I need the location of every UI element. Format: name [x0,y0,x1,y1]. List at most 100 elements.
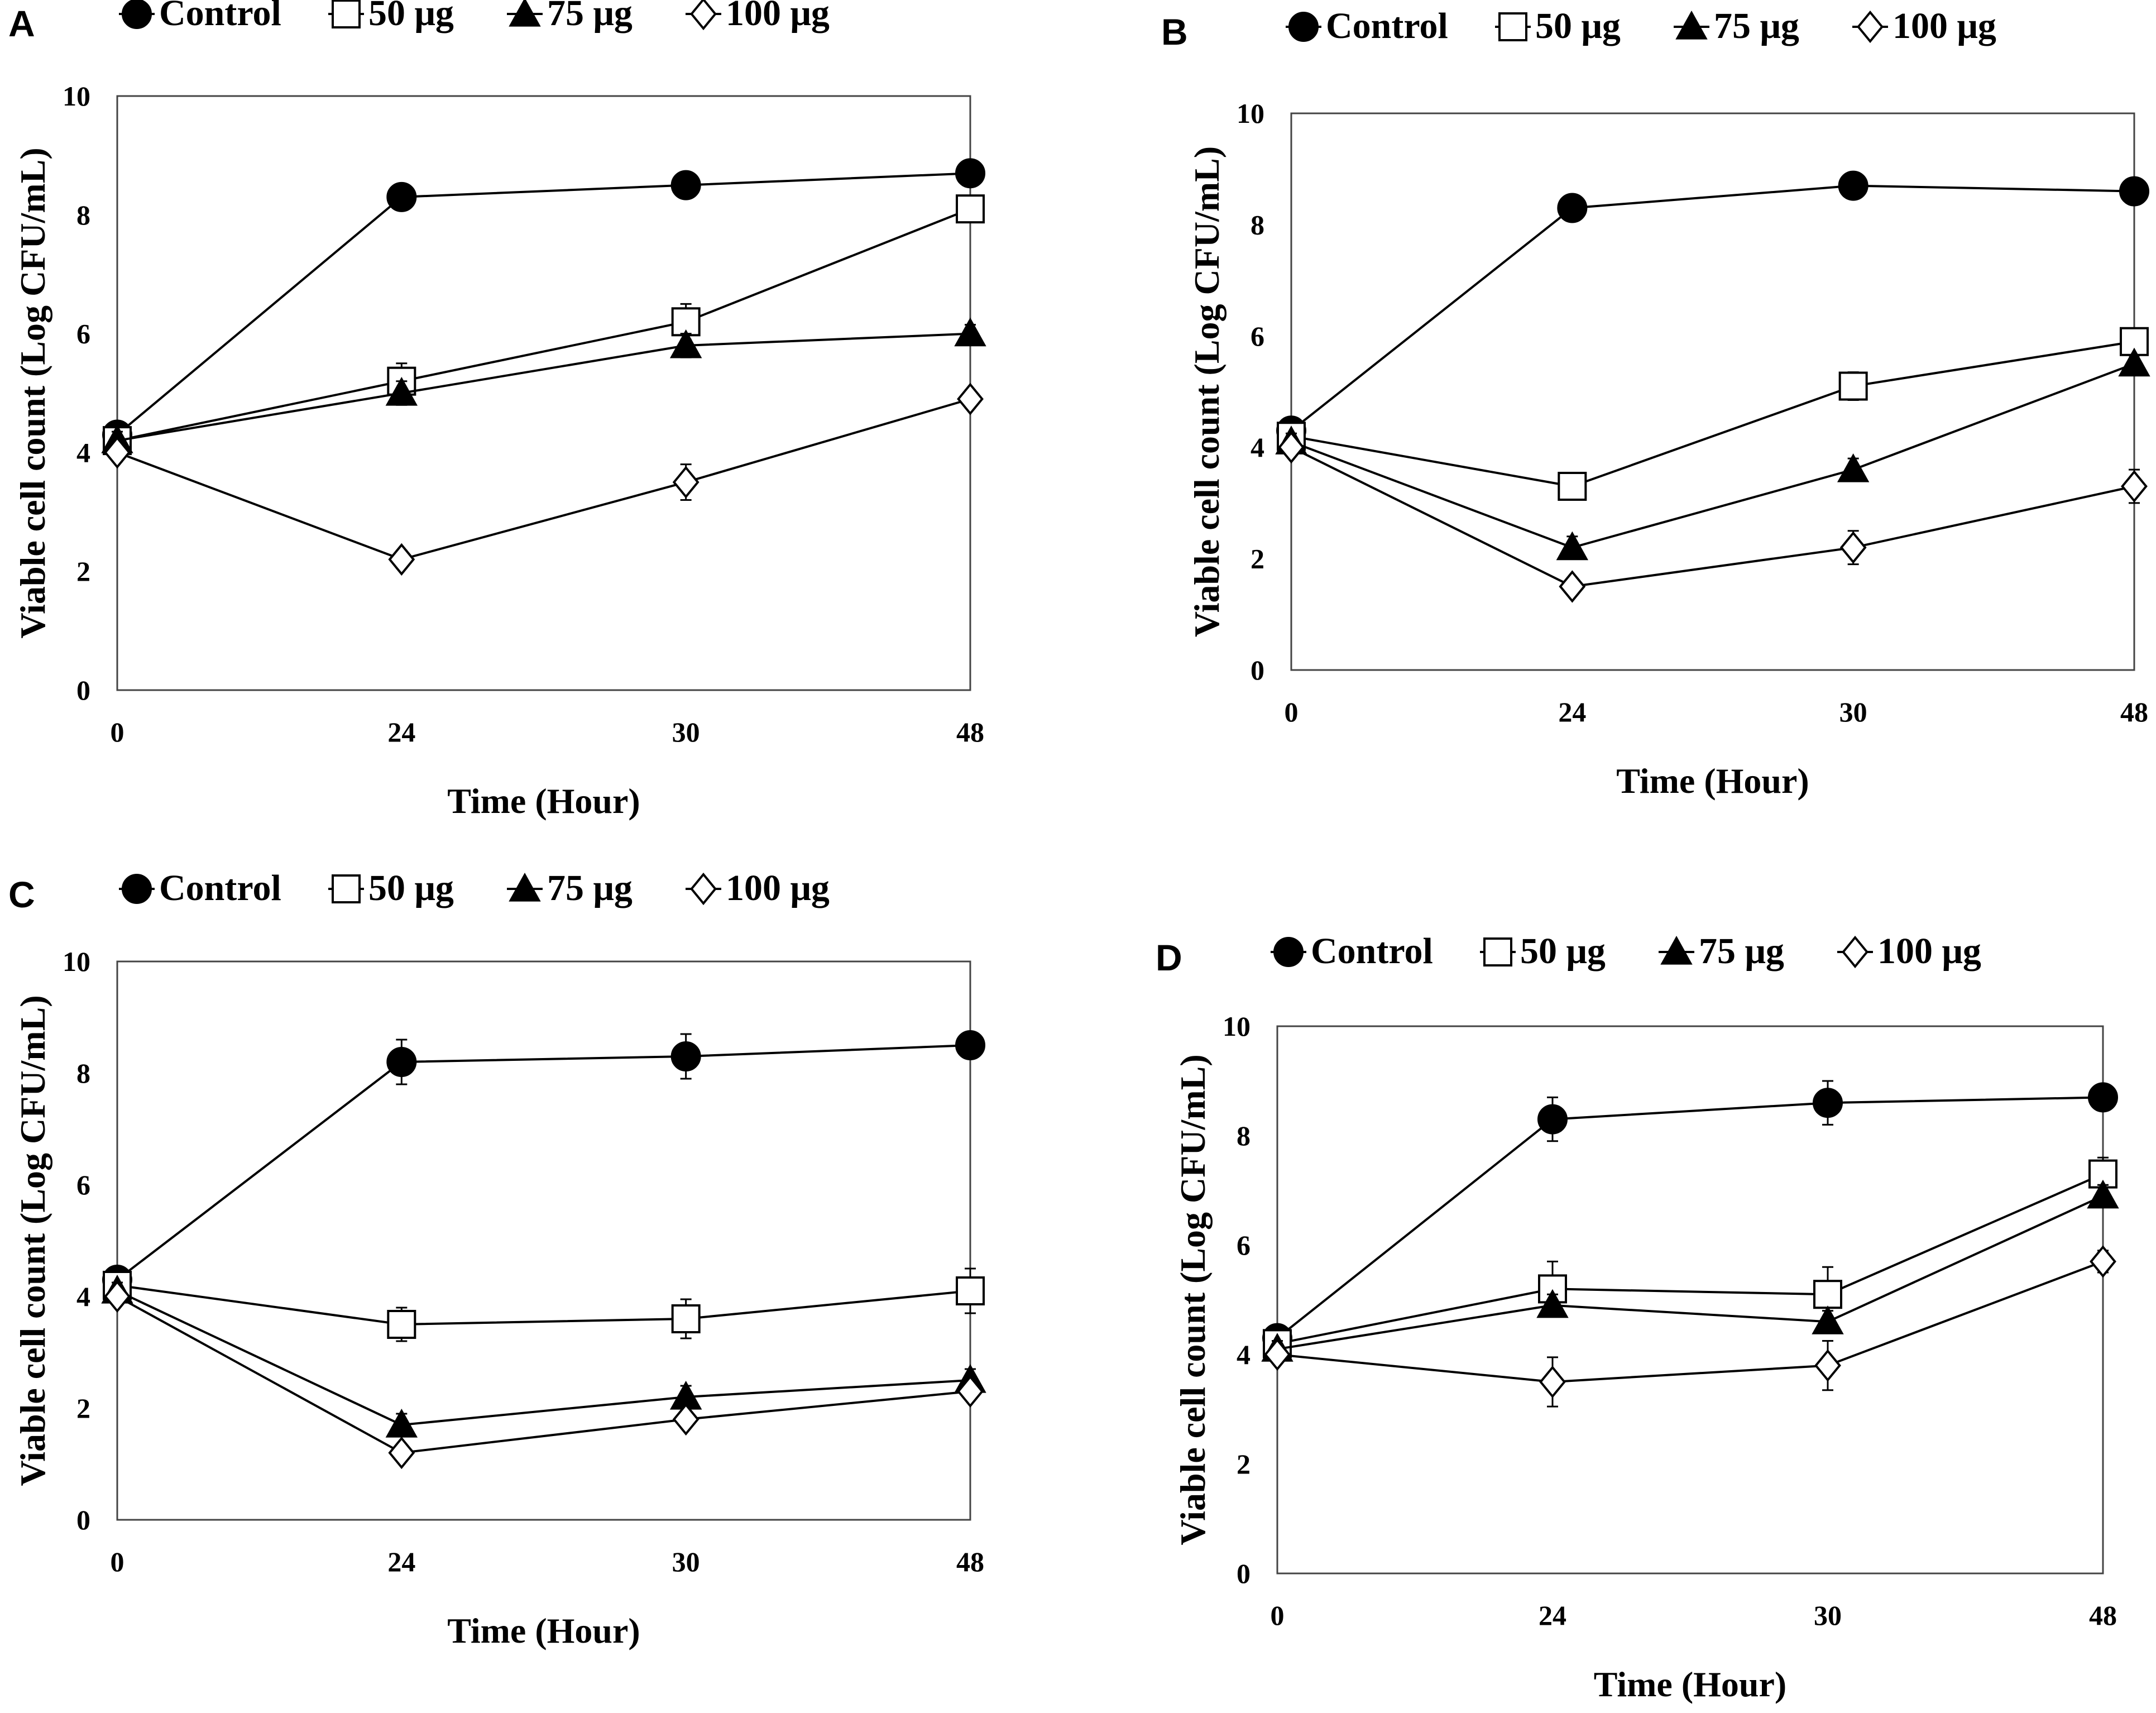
series-50ug [103,194,985,456]
data-point [1539,1365,1566,1399]
series-line [1277,1173,2104,1345]
x-tick-label: 48 [2089,1600,2117,1631]
y-tick-label: 0 [76,674,90,706]
y-tick-label: 0 [76,1504,90,1535]
data-point [955,158,985,189]
series-line [1291,362,2135,549]
series-50ug [1263,1156,2117,1358]
legend-item: Control [119,868,281,908]
y-axis-label: Viable cell count (Log CFU/mL) [13,995,52,1486]
legend-marker [509,872,541,902]
data-point [1812,1305,1844,1334]
legend-label: 50 μg [368,0,454,34]
y-axis-label: Viable cell count (Log CFU/mL) [1187,146,1226,637]
data-point [387,1310,416,1339]
series-line [1290,184,2135,432]
legend-label: 50 μg [1520,931,1606,972]
x-axis-label: Time (Hour) [1594,1664,1786,1704]
y-tick-label: 10 [1223,1011,1251,1042]
legend-marker [1842,935,1868,969]
legend-item: 100 μg [1852,6,1996,46]
legend-item: 75 μg [507,0,633,34]
data-point [388,1436,415,1470]
series-control [1262,1080,2118,1353]
legend-marker [332,0,361,28]
data-point [2088,1082,2118,1113]
series-100ug [1278,431,2148,603]
legend-marker [509,0,541,27]
plot-frame [116,95,971,691]
legend-marker [1288,12,1319,42]
y-tick-label: 10 [1237,98,1264,129]
y-tick-label: 0 [1251,654,1264,686]
legend-label: 50 μg [368,868,454,908]
x-tick-label: 30 [1814,1600,1842,1631]
x-axis-label: Time (Hour) [447,781,640,821]
legend-item: Control [1271,931,1433,972]
series-line [117,398,971,561]
panel-letter: D [1156,937,1182,978]
x-tick-label: 0 [1271,1600,1285,1631]
series-line [1277,1194,2104,1351]
x-tick-label: 24 [1539,1600,1566,1631]
legend-item: 50 μg [328,0,454,34]
data-point [2121,470,2148,503]
series-line [117,332,971,442]
legend: Control 50 μg 75 μg 100 μg [1271,931,1981,972]
x-tick-label: 48 [2120,696,2148,728]
x-tick-label: 0 [111,1546,124,1577]
legend-marker [690,872,717,906]
data-point [670,1041,701,1071]
y-tick-label: 8 [76,199,90,231]
x-tick-label: 30 [672,716,700,748]
data-point [670,170,701,200]
data-point [1813,1088,1843,1118]
legend-item: Control [119,0,281,34]
legend-marker [1273,937,1304,967]
legend-item: 50 μg [1495,6,1621,46]
data-point [1538,1274,1567,1304]
legend-item: 100 μg [686,0,830,34]
legend-label: 100 μg [726,868,830,908]
data-point [386,181,417,212]
y-tick-label: 10 [63,80,90,112]
x-tick-label: 48 [956,716,984,748]
legend-label: Control [1326,6,1448,46]
data-point [104,1280,131,1313]
y-tick-label: 2 [1237,1448,1251,1480]
series-line [117,1295,971,1454]
y-tick-label: 6 [1251,320,1264,352]
legend-marker [332,874,361,903]
legend-label: 75 μg [547,0,633,34]
series-75ug [1275,347,2150,561]
data-point [1264,1338,1291,1371]
series-line [116,1044,971,1281]
legend-item: 75 μg [507,868,633,908]
legend-marker [1498,12,1527,41]
data-point [1278,431,1305,464]
series-50ug [103,1267,985,1342]
panel-letter: B [1161,11,1188,52]
legend-marker [1483,937,1512,966]
data-point [957,1375,984,1408]
x-axis-label: Time (Hour) [1616,761,1809,801]
data-point [1559,570,1586,603]
x-axis-label: Time (Hour) [447,1611,640,1650]
x-tick-label: 24 [1558,696,1586,728]
y-tick-label: 6 [1237,1229,1251,1261]
data-point [388,543,415,576]
legend-label: Control [159,0,281,34]
y-tick-label: 0 [1237,1558,1251,1589]
series-line [1291,446,2135,588]
legend: Control 50 μg 75 μg 100 μg [1286,6,1996,46]
legend-label: 100 μg [1877,931,1981,972]
series-control [102,158,985,450]
legend-label: 75 μg [1714,6,1799,46]
data-point [385,376,418,406]
data-point [2090,1245,2116,1278]
data-point [672,1403,699,1436]
